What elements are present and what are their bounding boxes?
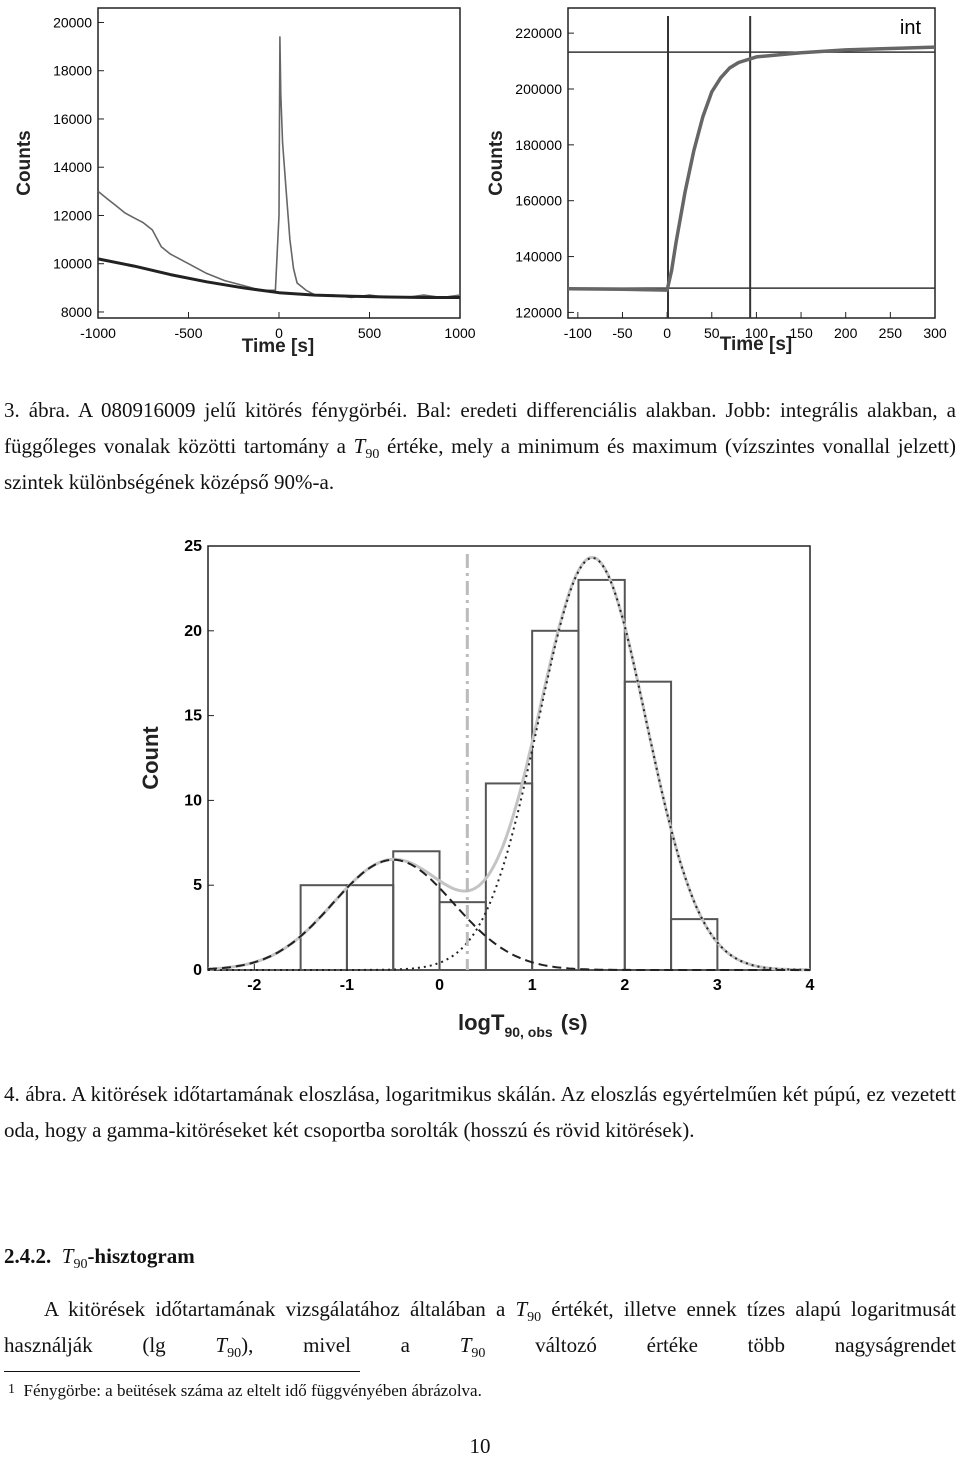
var: T bbox=[459, 1333, 472, 1357]
histogram-bar bbox=[531, 629, 580, 971]
x-axis-label: Time [s] bbox=[720, 334, 793, 355]
x-tick-label: 250 bbox=[879, 325, 903, 341]
series-line bbox=[97, 257, 460, 299]
text: Fénygörbe: a beütések száma az eltelt id… bbox=[23, 1381, 482, 1400]
number: 2.4.2. bbox=[4, 1244, 52, 1268]
x-tick-label: -100 bbox=[564, 325, 592, 341]
var: T bbox=[353, 434, 366, 458]
x-axis-label: Time [s] bbox=[242, 336, 315, 357]
sub: 90 bbox=[527, 1310, 542, 1326]
y-tick-label: 160000 bbox=[515, 193, 562, 209]
sub: 90 bbox=[227, 1346, 242, 1362]
paragraph: A kitörések időtartamának vizsgálatához … bbox=[4, 1291, 956, 1363]
x-axis-label-unit: (s) bbox=[561, 1010, 588, 1035]
var: T bbox=[61, 1244, 74, 1268]
y-tick-label: 180000 bbox=[515, 137, 562, 153]
y-tick-label: 120000 bbox=[515, 304, 562, 320]
x-tick-label: 50 bbox=[704, 325, 720, 341]
x-tick-label: 1 bbox=[528, 977, 537, 994]
histogram-bar bbox=[345, 884, 395, 972]
text: A kitörések időtartamának vizsgálatához … bbox=[44, 1297, 516, 1321]
caption-4: 4. ábra. A kitörések időtartamának elosz… bbox=[4, 1082, 956, 1142]
y-tick-label: 20 bbox=[184, 623, 202, 640]
footnote-mark: 1 bbox=[8, 1382, 15, 1397]
x-tick-label: -1000 bbox=[80, 325, 116, 341]
x-tick-label: 300 bbox=[923, 325, 947, 341]
annotation: int bbox=[900, 17, 922, 39]
x-tick-label: -2 bbox=[247, 977, 261, 994]
y-tick-label: 10 bbox=[184, 792, 202, 809]
x-tick-label: 200 bbox=[834, 325, 858, 341]
x-tick-label: 1000 bbox=[444, 325, 475, 341]
x-axis-label-main: logT bbox=[458, 1010, 505, 1035]
x-tick-label: -1 bbox=[340, 977, 354, 994]
x-tick-label: 0 bbox=[275, 325, 283, 341]
y-tick-label: 14000 bbox=[53, 159, 92, 175]
footnote: 1 Fénygörbe: a beütések száma az eltelt … bbox=[8, 1376, 482, 1405]
text: -hisztogram bbox=[87, 1244, 195, 1268]
page-number: 10 bbox=[469, 1434, 491, 1458]
text: ), mivel a bbox=[241, 1333, 460, 1357]
x-tick-label: 4 bbox=[806, 977, 815, 994]
y-tick-label: 5 bbox=[193, 877, 202, 894]
y-tick-label: 25 bbox=[184, 538, 202, 555]
y-axis-label: Counts bbox=[486, 130, 507, 195]
y-tick-label: 0 bbox=[193, 962, 202, 979]
x-axis-label: logT90, obs (s) bbox=[458, 1010, 588, 1040]
fit-curve bbox=[207, 858, 810, 971]
figures: 8000100001200014000160001800020000-1000-… bbox=[14, 7, 947, 1040]
caption-3: 3. ábra. A 080916009 jelű kitörés fénygö… bbox=[4, 392, 956, 500]
heading: 2.4.2. T90-hisztogram bbox=[4, 1238, 956, 1274]
y-tick-label: 15 bbox=[184, 708, 202, 725]
footnote-rule bbox=[4, 1371, 360, 1372]
y-tick-label: 16000 bbox=[53, 111, 92, 127]
var: T bbox=[215, 1333, 228, 1357]
histogram-bar bbox=[392, 850, 441, 972]
y-tick-label: 20000 bbox=[53, 14, 92, 30]
text: változó értéke több nagyságrendet bbox=[485, 1333, 957, 1357]
x-tick-label: -50 bbox=[612, 325, 632, 341]
y-axis-label: Counts bbox=[14, 130, 35, 195]
var: T bbox=[515, 1297, 528, 1321]
histogram-bar bbox=[577, 578, 626, 971]
x-tick-label: 0 bbox=[435, 977, 444, 994]
y-tick-label: 200000 bbox=[515, 81, 562, 97]
y-tick-label: 12000 bbox=[53, 207, 92, 223]
x-tick-label: 3 bbox=[713, 977, 722, 994]
fit-sum bbox=[207, 555, 810, 972]
y-tick-label: 18000 bbox=[53, 63, 92, 79]
plot-frame bbox=[567, 7, 936, 319]
text: értéke, mely a minimum és maximum (vízsz… bbox=[4, 434, 957, 494]
plot-frame bbox=[207, 545, 811, 971]
sub: 90 bbox=[365, 447, 380, 463]
y-tick-label: 220000 bbox=[515, 25, 562, 41]
y-axis-label: Count bbox=[138, 726, 163, 790]
fit-curve bbox=[208, 556, 810, 971]
histogram-bar bbox=[299, 884, 348, 972]
x-tick-label: 150 bbox=[789, 325, 813, 341]
sub: 90 bbox=[73, 1257, 88, 1273]
x-axis-label-sub: 90, obs bbox=[504, 1024, 552, 1040]
series-line bbox=[567, 45, 936, 292]
x-tick-label: -500 bbox=[174, 325, 202, 341]
text: 3. ábra. A 080916009 jelű kitörés fénygö… bbox=[4, 398, 956, 458]
x-tick-label: 0 bbox=[663, 325, 671, 341]
y-tick-label: 140000 bbox=[515, 249, 562, 265]
x-tick-label: 100 bbox=[745, 325, 769, 341]
series-line bbox=[97, 36, 461, 299]
x-tick-label: 500 bbox=[358, 325, 382, 341]
y-tick-label: 8000 bbox=[61, 304, 92, 320]
y-tick-label: 10000 bbox=[53, 256, 92, 272]
text: értékét, illetve ennek tízes alapú logar… bbox=[4, 1297, 957, 1357]
sub: 90 bbox=[471, 1346, 486, 1362]
x-tick-label: 2 bbox=[620, 977, 629, 994]
histogram-bar bbox=[670, 918, 719, 971]
